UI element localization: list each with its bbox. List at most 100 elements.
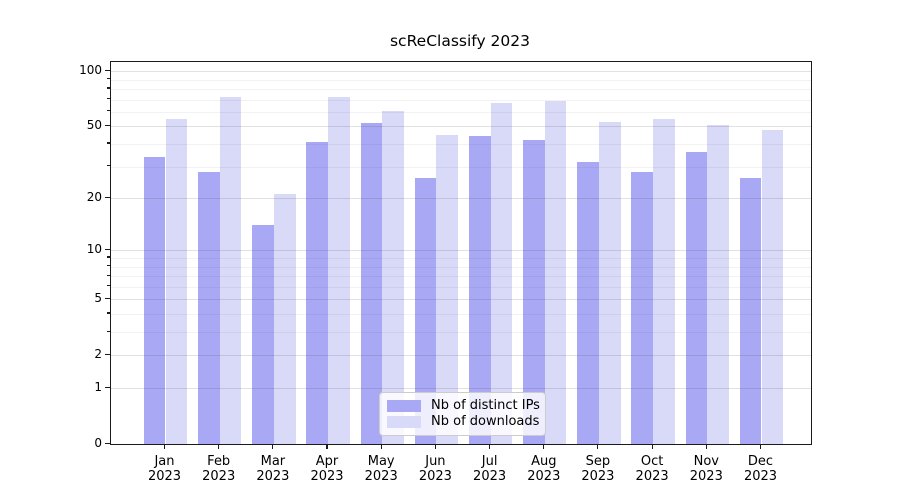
- bar-apr-nb-of-distinct-ips: [306, 142, 328, 444]
- x-tick-mark-may: [380, 444, 382, 449]
- y-tick-mark-20: [105, 196, 110, 198]
- bar-jun-nb-of-distinct-ips: [414, 177, 437, 444]
- bar-jun-nb-of-downloads: [436, 134, 459, 444]
- x-tick-label-nov: Nov 2023: [689, 454, 723, 484]
- bar-nov-nb-of-distinct-ips: [685, 152, 708, 444]
- y-minor-tick-mark-80: [107, 87, 110, 89]
- bar-dec-nb-of-distinct-ips: [739, 177, 762, 444]
- y-minor-tick-mark-70: [107, 98, 110, 100]
- x-tick-mark-dec: [759, 444, 762, 449]
- bar-dec-nb-of-downloads: [761, 129, 784, 444]
- gridline-major-1: [111, 388, 811, 389]
- x-tick-mark-sep: [597, 444, 599, 449]
- y-minor-tick-mark-7: [107, 274, 110, 276]
- x-tick-label-jul: Jul 2023: [473, 454, 507, 484]
- plot-area: [110, 61, 812, 445]
- bar-jul-nb-of-distinct-ips: [468, 136, 491, 444]
- bar-sep-nb-of-downloads: [598, 121, 621, 444]
- x-tick-label-jun: Jun 2023: [418, 454, 452, 484]
- y-tick-mark-50: [105, 124, 110, 126]
- bar-oct-nb-of-downloads: [653, 118, 675, 444]
- bar-aug-nb-of-downloads: [544, 100, 567, 444]
- x-tick-label-sep: Sep 2023: [581, 454, 615, 484]
- legend-label-downloads: Nb of downloads: [431, 414, 540, 429]
- y-tick-label-0: 0: [94, 436, 102, 450]
- x-tick-label-jan: Jan 2023: [147, 454, 182, 484]
- x-tick-label-dec: Dec 2023: [743, 454, 778, 484]
- gridline-minor-30: [111, 166, 811, 168]
- x-tick-mark-mar: [272, 444, 274, 449]
- y-minor-tick-mark-40: [107, 142, 110, 144]
- gridline-major-100: [111, 71, 811, 73]
- x-tick-label-mar: Mar 2023: [256, 454, 290, 484]
- bar-mar-nb-of-distinct-ips: [252, 225, 274, 444]
- y-minor-tick-mark-60: [107, 110, 110, 112]
- bar-feb-nb-of-distinct-ips: [198, 171, 220, 444]
- y-tick-label-10: 10: [86, 242, 102, 257]
- gridline-minor-40: [111, 143, 811, 145]
- y-tick-label-100: 100: [79, 63, 102, 78]
- bar-feb-nb-of-downloads: [219, 97, 242, 444]
- y-minor-tick-mark-9: [107, 256, 110, 258]
- x-tick-mark-oct: [651, 444, 653, 449]
- bar-may-nb-of-distinct-ips: [360, 123, 383, 444]
- bar-jan-nb-of-downloads: [165, 118, 188, 444]
- bar-mar-nb-of-downloads: [273, 194, 296, 444]
- y-tick-label-5: 5: [94, 291, 102, 306]
- x-tick-label-may: May 2023: [364, 454, 398, 484]
- x-tick-label-oct: Oct 2023: [635, 454, 669, 484]
- y-tick-label-1: 1: [94, 380, 102, 394]
- bar-aug-nb-of-distinct-ips: [523, 140, 545, 444]
- y-tick-mark-100: [105, 69, 110, 71]
- gridline-major-2: [111, 355, 811, 357]
- gridline-minor-70: [111, 99, 811, 101]
- y-tick-mark-5: [105, 297, 110, 299]
- y-tick-mark-10: [105, 248, 110, 250]
- legend-item-distinct-ips: Nb of distinct IPs: [387, 398, 540, 413]
- bar-nov-nb-of-downloads: [707, 124, 729, 444]
- gridline-minor-90: [111, 79, 811, 81]
- gridline-major-20: [111, 198, 811, 199]
- legend: Nb of distinct IPs Nb of downloads: [379, 392, 546, 436]
- x-tick-mark-apr: [326, 444, 328, 449]
- y-minor-tick-mark-3: [107, 330, 110, 332]
- y-tick-label-20: 20: [86, 190, 102, 204]
- legend-swatch-downloads: [387, 416, 421, 428]
- legend-label-distinct-ips: Nb of distinct IPs: [431, 398, 540, 413]
- y-minor-tick-mark-90: [107, 78, 110, 80]
- gridline-minor-7: [111, 276, 811, 277]
- bar-jul-nb-of-downloads: [490, 103, 513, 444]
- y-tick-label-50: 50: [86, 118, 102, 133]
- y-tick-mark-2: [105, 353, 110, 355]
- gridline-minor-80: [111, 88, 811, 90]
- y-minor-tick-mark-8: [107, 265, 110, 267]
- chart-title: scReClassify 2023: [389, 32, 531, 50]
- x-tick-mark-jan: [163, 444, 166, 449]
- bar-oct-nb-of-distinct-ips: [631, 171, 654, 444]
- legend-swatch-distinct-ips: [387, 400, 421, 412]
- x-tick-label-apr: Apr 2023: [310, 454, 344, 484]
- gridline-minor-60: [111, 111, 811, 113]
- gridline-major-50: [111, 126, 811, 128]
- x-tick-label-feb: Feb 2023: [202, 454, 236, 484]
- y-tick-mark-0: [105, 442, 110, 444]
- y-minor-tick-mark-30: [107, 165, 110, 167]
- x-tick-mark-jul: [489, 444, 491, 449]
- x-tick-label-aug: Aug 2023: [527, 454, 561, 484]
- bar-apr-nb-of-downloads: [328, 97, 350, 444]
- bar-may-nb-of-downloads: [382, 110, 404, 444]
- gridline-minor-8: [111, 266, 811, 268]
- x-tick-mark-feb: [218, 444, 220, 449]
- y-minor-tick-mark-6: [107, 285, 110, 287]
- y-tick-label-2: 2: [94, 347, 102, 362]
- gridline-minor-3: [111, 332, 811, 333]
- gridline-minor-6: [111, 286, 811, 288]
- gridline-minor-9: [111, 257, 811, 259]
- gridline-major-10: [111, 250, 811, 252]
- x-tick-mark-nov: [705, 444, 707, 449]
- x-tick-mark-aug: [543, 444, 545, 449]
- y-tick-mark-1: [105, 386, 110, 388]
- bar-jan-nb-of-distinct-ips: [143, 156, 166, 444]
- bar-sep-nb-of-distinct-ips: [577, 161, 599, 444]
